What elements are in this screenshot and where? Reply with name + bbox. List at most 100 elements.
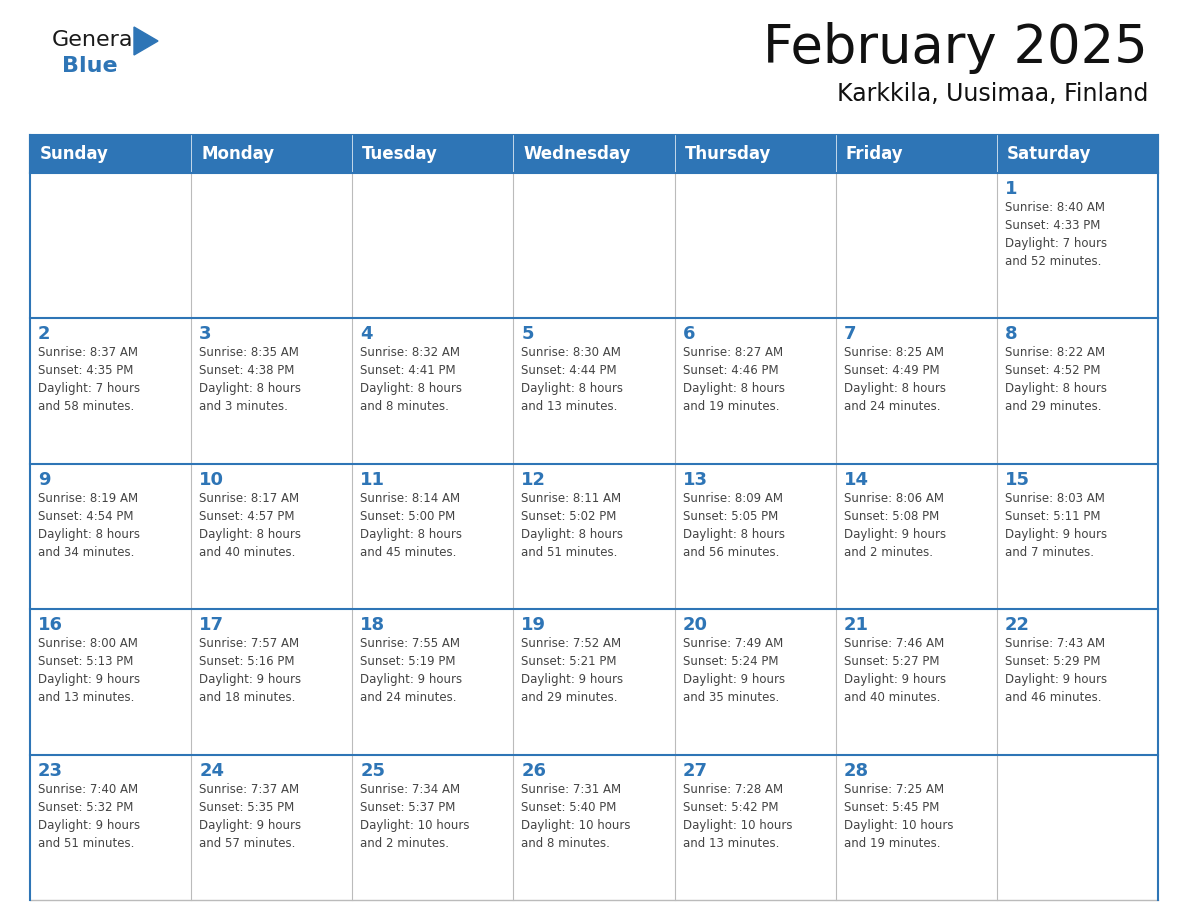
Text: 7: 7 — [843, 325, 857, 343]
Bar — [675, 755, 835, 900]
Text: Sunrise: 7:57 AM
Sunset: 5:16 PM
Daylight: 9 hours
and 18 minutes.: Sunrise: 7:57 AM Sunset: 5:16 PM Dayligh… — [200, 637, 302, 704]
Text: Sunrise: 8:25 AM
Sunset: 4:49 PM
Daylight: 8 hours
and 24 minutes.: Sunrise: 8:25 AM Sunset: 4:49 PM Dayligh… — [843, 346, 946, 413]
Bar — [513, 755, 675, 900]
Text: 21: 21 — [843, 616, 868, 634]
Bar — [835, 610, 997, 755]
Text: Tuesday: Tuesday — [362, 145, 438, 163]
Text: 23: 23 — [38, 762, 63, 779]
Bar — [513, 464, 675, 610]
Text: Wednesday: Wednesday — [524, 145, 631, 163]
Text: Sunrise: 7:46 AM
Sunset: 5:27 PM
Daylight: 9 hours
and 40 minutes.: Sunrise: 7:46 AM Sunset: 5:27 PM Dayligh… — [843, 637, 946, 704]
Text: 9: 9 — [38, 471, 51, 488]
Bar — [191, 610, 353, 755]
Text: Sunrise: 8:17 AM
Sunset: 4:57 PM
Daylight: 8 hours
and 40 minutes.: Sunrise: 8:17 AM Sunset: 4:57 PM Dayligh… — [200, 492, 301, 559]
Text: 19: 19 — [522, 616, 546, 634]
Text: 27: 27 — [683, 762, 708, 779]
Bar — [675, 173, 835, 319]
Bar — [191, 319, 353, 464]
Text: Sunrise: 8:32 AM
Sunset: 4:41 PM
Daylight: 8 hours
and 8 minutes.: Sunrise: 8:32 AM Sunset: 4:41 PM Dayligh… — [360, 346, 462, 413]
Bar — [675, 319, 835, 464]
Text: Sunrise: 8:19 AM
Sunset: 4:54 PM
Daylight: 8 hours
and 34 minutes.: Sunrise: 8:19 AM Sunset: 4:54 PM Dayligh… — [38, 492, 140, 559]
Text: Sunrise: 7:40 AM
Sunset: 5:32 PM
Daylight: 9 hours
and 51 minutes.: Sunrise: 7:40 AM Sunset: 5:32 PM Dayligh… — [38, 783, 140, 849]
Bar — [30, 610, 191, 755]
Bar — [997, 755, 1158, 900]
Text: 25: 25 — [360, 762, 385, 779]
Bar — [30, 173, 191, 319]
Bar — [513, 610, 675, 755]
Bar — [353, 173, 513, 319]
Text: 10: 10 — [200, 471, 225, 488]
Bar — [191, 135, 353, 173]
Bar — [191, 173, 353, 319]
Bar — [353, 464, 513, 610]
Text: 17: 17 — [200, 616, 225, 634]
Text: 5: 5 — [522, 325, 533, 343]
Bar — [675, 464, 835, 610]
Text: Sunrise: 8:03 AM
Sunset: 5:11 PM
Daylight: 9 hours
and 7 minutes.: Sunrise: 8:03 AM Sunset: 5:11 PM Dayligh… — [1005, 492, 1107, 559]
Text: 1: 1 — [1005, 180, 1017, 198]
Text: Sunrise: 7:37 AM
Sunset: 5:35 PM
Daylight: 9 hours
and 57 minutes.: Sunrise: 7:37 AM Sunset: 5:35 PM Dayligh… — [200, 783, 302, 849]
Text: Saturday: Saturday — [1007, 145, 1092, 163]
Bar — [191, 755, 353, 900]
Bar — [30, 755, 191, 900]
Text: 15: 15 — [1005, 471, 1030, 488]
Text: Sunrise: 8:37 AM
Sunset: 4:35 PM
Daylight: 7 hours
and 58 minutes.: Sunrise: 8:37 AM Sunset: 4:35 PM Dayligh… — [38, 346, 140, 413]
Text: Sunrise: 8:09 AM
Sunset: 5:05 PM
Daylight: 8 hours
and 56 minutes.: Sunrise: 8:09 AM Sunset: 5:05 PM Dayligh… — [683, 492, 784, 559]
Text: 6: 6 — [683, 325, 695, 343]
Text: 4: 4 — [360, 325, 373, 343]
Bar — [30, 319, 191, 464]
Text: Sunday: Sunday — [40, 145, 109, 163]
Bar — [675, 135, 835, 173]
Text: Sunrise: 8:22 AM
Sunset: 4:52 PM
Daylight: 8 hours
and 29 minutes.: Sunrise: 8:22 AM Sunset: 4:52 PM Dayligh… — [1005, 346, 1107, 413]
Bar — [835, 135, 997, 173]
Text: Sunrise: 8:27 AM
Sunset: 4:46 PM
Daylight: 8 hours
and 19 minutes.: Sunrise: 8:27 AM Sunset: 4:46 PM Dayligh… — [683, 346, 784, 413]
Text: 8: 8 — [1005, 325, 1017, 343]
Bar — [513, 319, 675, 464]
Bar — [997, 135, 1158, 173]
Bar — [835, 319, 997, 464]
Text: 14: 14 — [843, 471, 868, 488]
Polygon shape — [134, 27, 158, 55]
Bar — [30, 135, 191, 173]
Bar — [513, 135, 675, 173]
Bar — [30, 135, 1158, 173]
Bar — [835, 755, 997, 900]
Bar — [353, 319, 513, 464]
Bar — [997, 610, 1158, 755]
Text: 20: 20 — [683, 616, 708, 634]
Bar — [191, 464, 353, 610]
Bar — [997, 173, 1158, 319]
Text: Sunrise: 8:06 AM
Sunset: 5:08 PM
Daylight: 9 hours
and 2 minutes.: Sunrise: 8:06 AM Sunset: 5:08 PM Dayligh… — [843, 492, 946, 559]
Text: Sunrise: 8:30 AM
Sunset: 4:44 PM
Daylight: 8 hours
and 13 minutes.: Sunrise: 8:30 AM Sunset: 4:44 PM Dayligh… — [522, 346, 624, 413]
Text: Friday: Friday — [846, 145, 903, 163]
Text: Sunrise: 7:43 AM
Sunset: 5:29 PM
Daylight: 9 hours
and 46 minutes.: Sunrise: 7:43 AM Sunset: 5:29 PM Dayligh… — [1005, 637, 1107, 704]
Text: Sunrise: 7:49 AM
Sunset: 5:24 PM
Daylight: 9 hours
and 35 minutes.: Sunrise: 7:49 AM Sunset: 5:24 PM Dayligh… — [683, 637, 785, 704]
Text: Sunrise: 7:28 AM
Sunset: 5:42 PM
Daylight: 10 hours
and 13 minutes.: Sunrise: 7:28 AM Sunset: 5:42 PM Dayligh… — [683, 783, 792, 849]
Text: Sunrise: 7:34 AM
Sunset: 5:37 PM
Daylight: 10 hours
and 2 minutes.: Sunrise: 7:34 AM Sunset: 5:37 PM Dayligh… — [360, 783, 469, 849]
Bar — [835, 464, 997, 610]
Text: 28: 28 — [843, 762, 868, 779]
Text: General: General — [52, 30, 140, 50]
Text: 2: 2 — [38, 325, 51, 343]
Text: 18: 18 — [360, 616, 385, 634]
Text: Sunrise: 8:14 AM
Sunset: 5:00 PM
Daylight: 8 hours
and 45 minutes.: Sunrise: 8:14 AM Sunset: 5:00 PM Dayligh… — [360, 492, 462, 559]
Text: Sunrise: 7:25 AM
Sunset: 5:45 PM
Daylight: 10 hours
and 19 minutes.: Sunrise: 7:25 AM Sunset: 5:45 PM Dayligh… — [843, 783, 953, 849]
Text: February 2025: February 2025 — [763, 22, 1148, 74]
Text: 24: 24 — [200, 762, 225, 779]
Bar — [353, 610, 513, 755]
Text: 12: 12 — [522, 471, 546, 488]
Text: Sunrise: 8:35 AM
Sunset: 4:38 PM
Daylight: 8 hours
and 3 minutes.: Sunrise: 8:35 AM Sunset: 4:38 PM Dayligh… — [200, 346, 301, 413]
Text: 22: 22 — [1005, 616, 1030, 634]
Text: 3: 3 — [200, 325, 211, 343]
Text: Sunrise: 7:31 AM
Sunset: 5:40 PM
Daylight: 10 hours
and 8 minutes.: Sunrise: 7:31 AM Sunset: 5:40 PM Dayligh… — [522, 783, 631, 849]
Text: Blue: Blue — [62, 56, 118, 76]
Text: 13: 13 — [683, 471, 708, 488]
Text: Sunrise: 8:40 AM
Sunset: 4:33 PM
Daylight: 7 hours
and 52 minutes.: Sunrise: 8:40 AM Sunset: 4:33 PM Dayligh… — [1005, 201, 1107, 268]
Bar — [997, 319, 1158, 464]
Bar — [513, 173, 675, 319]
Text: Sunrise: 7:55 AM
Sunset: 5:19 PM
Daylight: 9 hours
and 24 minutes.: Sunrise: 7:55 AM Sunset: 5:19 PM Dayligh… — [360, 637, 462, 704]
Bar — [353, 755, 513, 900]
Bar — [835, 173, 997, 319]
Bar — [675, 610, 835, 755]
Bar — [353, 135, 513, 173]
